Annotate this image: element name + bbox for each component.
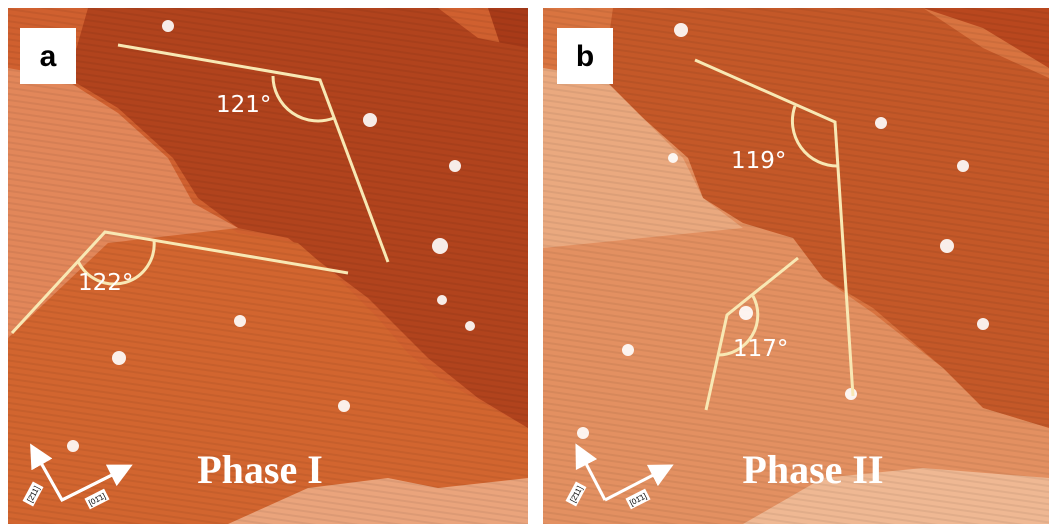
angle-label: 122°	[78, 270, 133, 296]
panel-label: b	[576, 40, 594, 73]
phase-title: Phase II	[742, 447, 883, 492]
panel-b: b 119° 117° Phase II [2̄11] [01̄1]	[543, 8, 1049, 524]
panel-a: a 121° 122° Phase I [2̄11] [01̄1]	[8, 8, 528, 524]
angle-label: 121°	[216, 92, 271, 118]
angle-label: 119°	[731, 148, 786, 174]
figure: a 121° 122° Phase I [2̄11] [01̄1] b 119°	[0, 0, 1049, 524]
phase-title: Phase I	[197, 447, 323, 492]
angle-label: 117°	[733, 336, 788, 362]
panel-label: a	[40, 40, 57, 73]
